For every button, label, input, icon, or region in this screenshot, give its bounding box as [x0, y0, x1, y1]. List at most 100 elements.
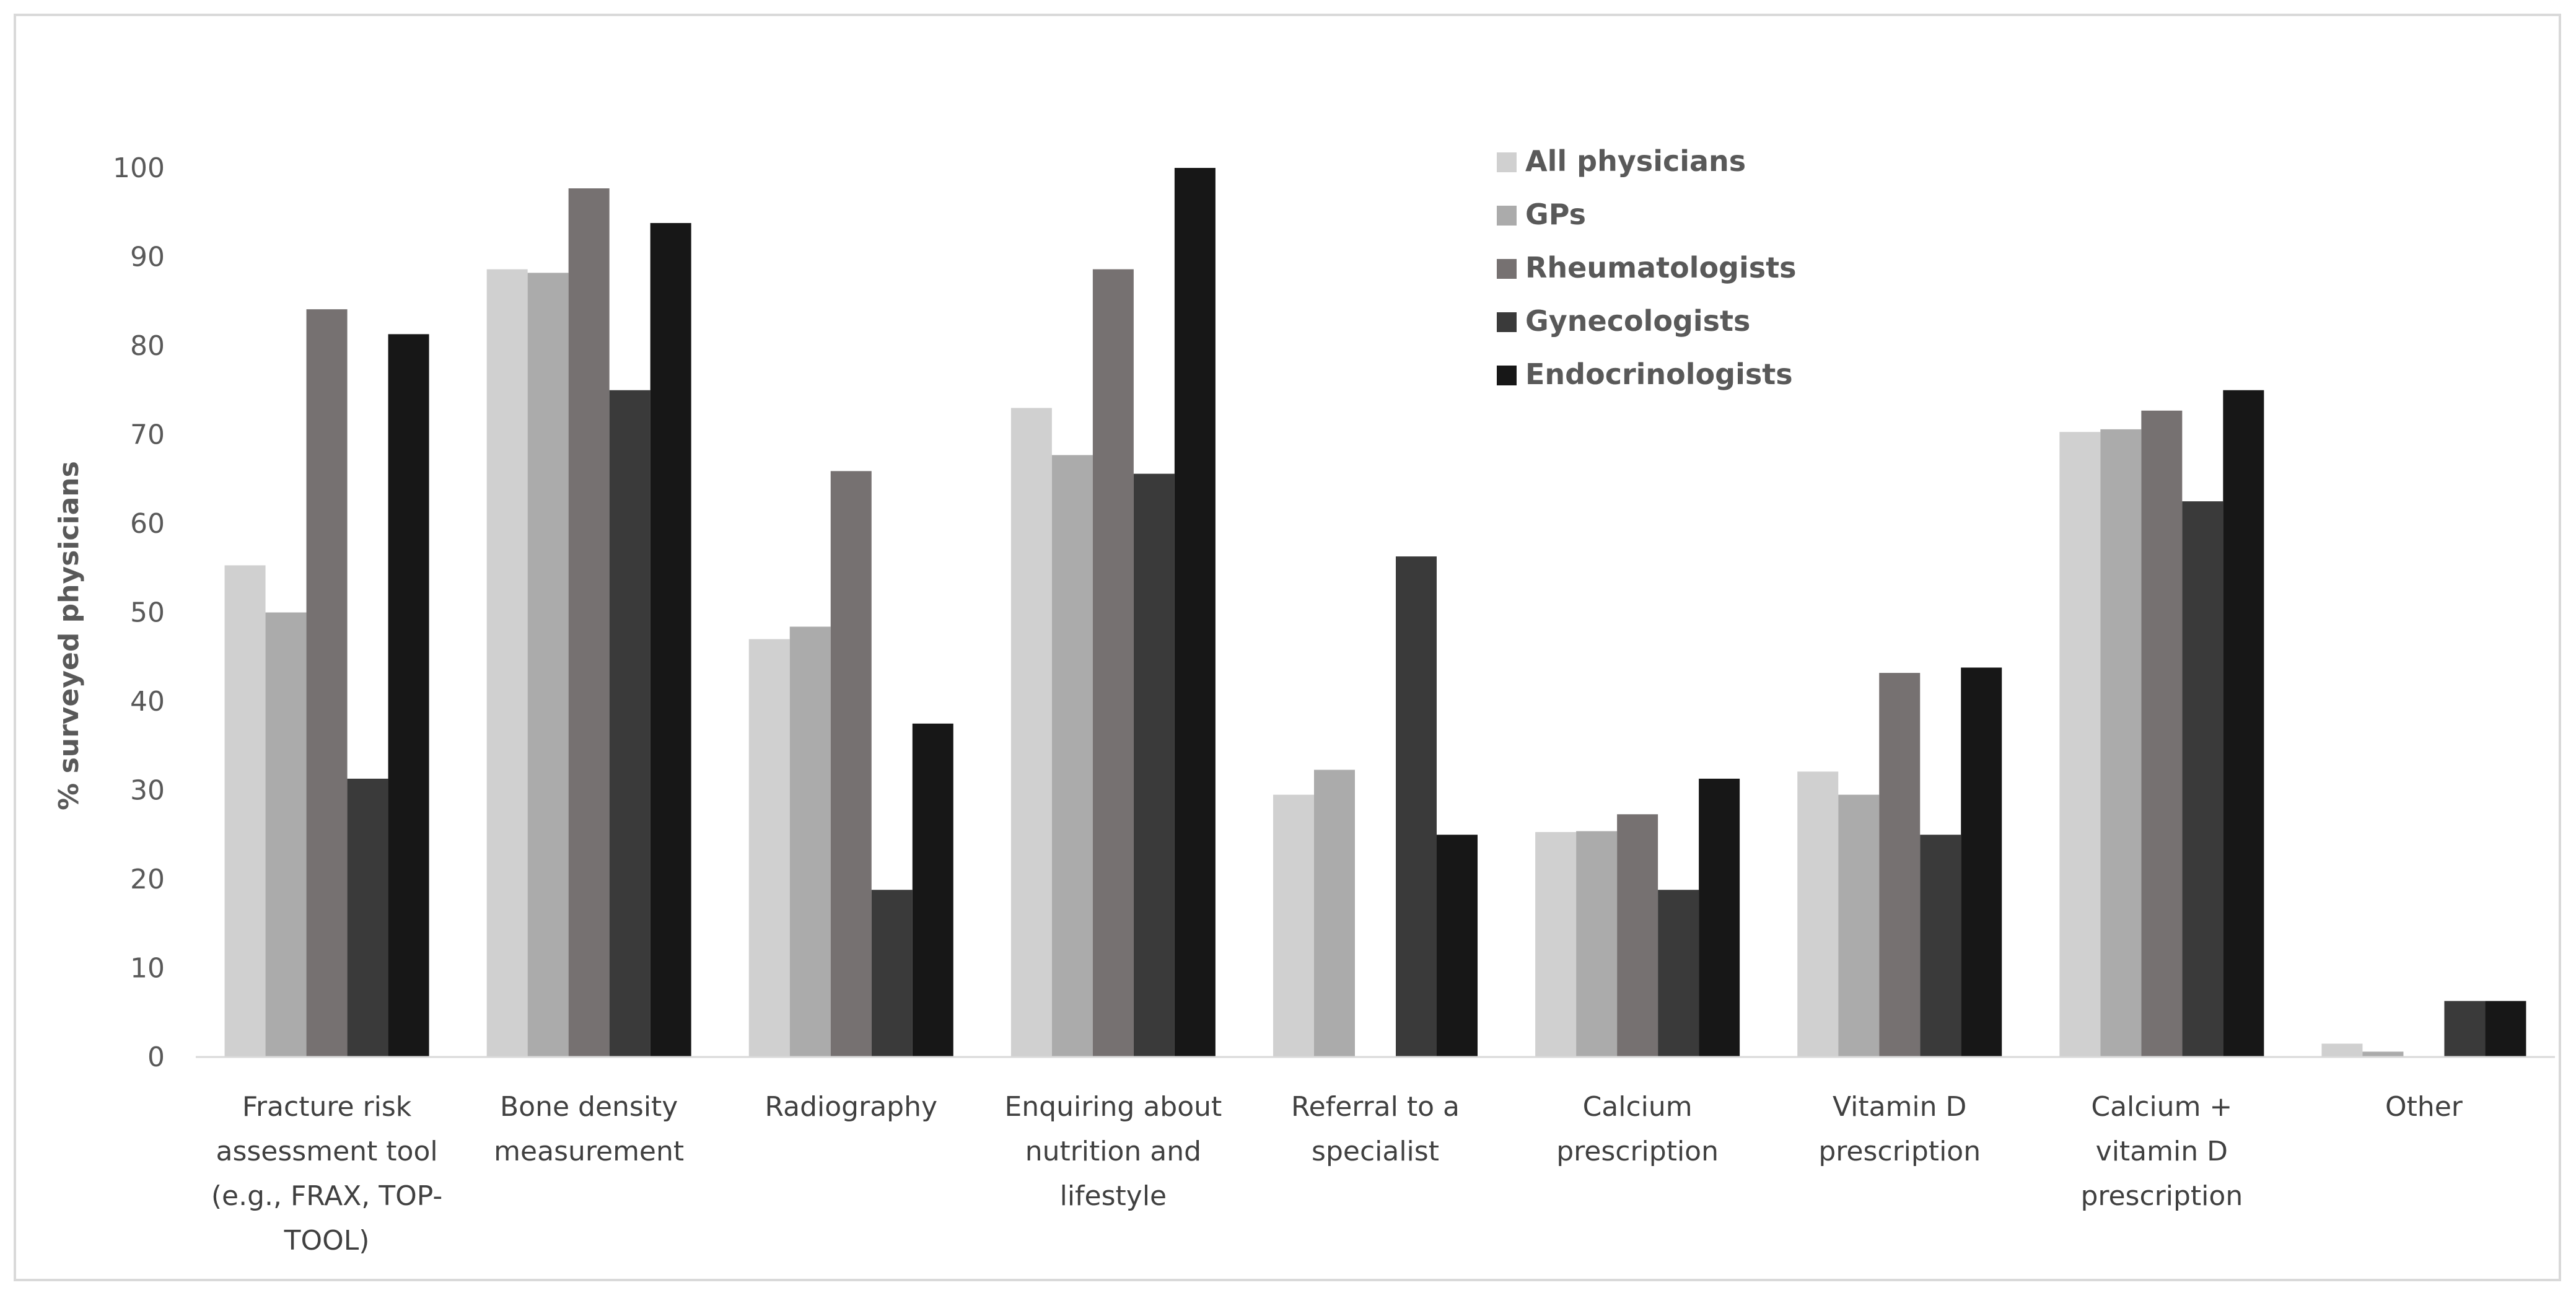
x-category-label-line: prescription: [1556, 1136, 1719, 1167]
x-category-label: Bone density measurement: [494, 1091, 684, 1167]
y-tick-label: 80: [130, 330, 165, 362]
bar-endocrinologists: [650, 222, 691, 1058]
bar-gynecologists: [609, 390, 651, 1057]
x-category-label-line: Calcium +: [2091, 1091, 2232, 1123]
bar-gynecologists: [2182, 501, 2223, 1057]
bar-all-physicians: [2059, 432, 2101, 1057]
legend-swatch: [1497, 259, 1517, 279]
x-category-label-line: specialist: [1312, 1136, 1439, 1167]
bar-endocrinologists: [2485, 1001, 2526, 1057]
bar-gynecologists: [1133, 473, 1175, 1057]
y-tick-label: 50: [130, 597, 165, 629]
x-category-label: Fracture risk assessment tool (e.g., FRAX,…: [211, 1091, 442, 1256]
x-category-label: Vitamin D prescription: [1818, 1091, 1981, 1167]
bar-rheumatologists: [306, 309, 348, 1057]
x-category-label-line: prescription: [2080, 1180, 2243, 1212]
bar-gynecologists: [1396, 556, 1437, 1057]
y-tick-label: 20: [130, 864, 165, 895]
bar-all-physicians: [2321, 1043, 2363, 1057]
y-tick-label: 70: [130, 419, 165, 451]
bar-gynecologists: [1920, 835, 1961, 1057]
chart-frame: 0 10 20 30 40 50 60 70 80 90 100 Fracture risk asse…: [14, 14, 2561, 1281]
legend-label: All physicians: [1525, 144, 1746, 178]
legend-label: Gynecologists: [1525, 304, 1750, 338]
y-tick-label: 100: [113, 152, 165, 184]
legend-swatch: [1497, 206, 1517, 226]
legend-label: Rheumatologists: [1525, 251, 1797, 284]
bar-gps: [527, 273, 569, 1058]
bar-endocrinologists: [2223, 390, 2264, 1057]
x-category-label: Calcium + vitamin D prescription: [2080, 1091, 2243, 1212]
x-category-label-line: nutrition and: [1025, 1136, 1201, 1167]
bar-endocrinologists: [912, 723, 953, 1057]
x-category-label-line: measurement: [494, 1136, 684, 1167]
x-category-label-line: Referral to a: [1291, 1091, 1460, 1123]
x-category-label-line: Enquiring about: [1004, 1091, 1222, 1123]
x-category-label-line: Radiography: [765, 1091, 937, 1123]
x-category-label-line: Calcium: [1583, 1091, 1693, 1123]
bar-gps: [265, 612, 307, 1057]
x-category-label-line: Bone density: [500, 1091, 678, 1123]
x-category-label: Calcium prescription: [1556, 1091, 1719, 1167]
x-category-label-line: prescription: [1818, 1136, 1981, 1167]
bar-gps: [789, 626, 831, 1057]
bar-endocrinologists: [1961, 667, 2002, 1057]
bars: [224, 168, 2526, 1058]
bar-all-physicians: [1535, 831, 1577, 1057]
y-tick-label: 0: [147, 1041, 165, 1073]
bar-rheumatologists: [1617, 814, 1658, 1057]
x-category-label: Referral to a specialist: [1291, 1091, 1460, 1167]
bar-gps: [2100, 429, 2142, 1057]
y-axis-title: % surveyed physicians: [53, 461, 85, 810]
bar-all-physicians: [1273, 794, 1314, 1057]
bar-rheumatologists: [1092, 269, 1134, 1058]
y-axis: 0 10 20 30 40 50 60 70 80 90 100: [113, 152, 165, 1073]
bar-gps: [2362, 1051, 2404, 1057]
bar-all-physicians: [1010, 408, 1052, 1058]
bar-all-physicians: [224, 565, 266, 1057]
y-tick-label: 60: [130, 508, 165, 540]
x-category-label-line: Vitamin D: [1833, 1091, 1966, 1123]
y-tick-label: 10: [130, 953, 165, 984]
legend: All physicians GPs Rheumatologists Gynecolo…: [1497, 144, 1797, 391]
bar-endocrinologists: [1699, 778, 1740, 1057]
bar-gps: [1576, 831, 1618, 1057]
y-tick-label: 40: [130, 686, 165, 717]
bar-rheumatologists: [2141, 410, 2183, 1057]
x-category-label: Other: [2385, 1091, 2463, 1123]
legend-label: Endocrinologists: [1525, 357, 1793, 391]
bar-gps: [1838, 794, 1880, 1057]
bar-gps: [1314, 770, 1355, 1057]
x-axis: Fracture risk assessment tool (e.g., FRAX,…: [196, 1056, 2555, 1256]
x-category-label-line: lifestyle: [1060, 1180, 1167, 1212]
bar-chart: 0 10 20 30 40 50 60 70 80 90 100 Fracture risk asse…: [53, 144, 2555, 1256]
bar-rheumatologists: [830, 471, 872, 1057]
bar-gynecologists: [1658, 890, 1699, 1057]
x-category-label-line: assessment tool: [216, 1136, 438, 1167]
bar-all-physicians: [486, 269, 528, 1058]
legend-swatch: [1497, 366, 1517, 385]
legend-swatch: [1497, 152, 1517, 172]
x-category-label-line: Other: [2385, 1091, 2463, 1123]
x-category-label-line: TOOL): [284, 1225, 370, 1256]
bar-endocrinologists: [1174, 168, 1216, 1057]
bar-endocrinologists: [388, 334, 429, 1057]
x-category-label: Enquiring about nutrition and lifestyle: [1004, 1091, 1222, 1212]
bar-all-physicians: [748, 639, 790, 1057]
x-category-label: Radiography: [765, 1091, 937, 1123]
legend-swatch: [1497, 312, 1517, 332]
bar-gynecologists: [871, 890, 913, 1057]
y-tick-label: 90: [130, 242, 165, 273]
bar-gynecologists: [347, 778, 388, 1057]
legend-label: GPs: [1525, 198, 1586, 231]
bar-gps: [1051, 455, 1093, 1057]
x-category-label-line: Fracture risk: [242, 1091, 412, 1123]
bar-endocrinologists: [1437, 835, 1478, 1057]
x-category-label-line: (e.g., FRAX, TOP-: [211, 1180, 442, 1212]
bar-all-physicians: [1797, 771, 1839, 1057]
bar-gynecologists: [2444, 1001, 2486, 1057]
x-category-label-line: vitamin D: [2096, 1136, 2228, 1167]
bar-rheumatologists: [568, 188, 610, 1057]
y-tick-label: 30: [130, 775, 165, 807]
bar-rheumatologists: [1879, 673, 1921, 1057]
